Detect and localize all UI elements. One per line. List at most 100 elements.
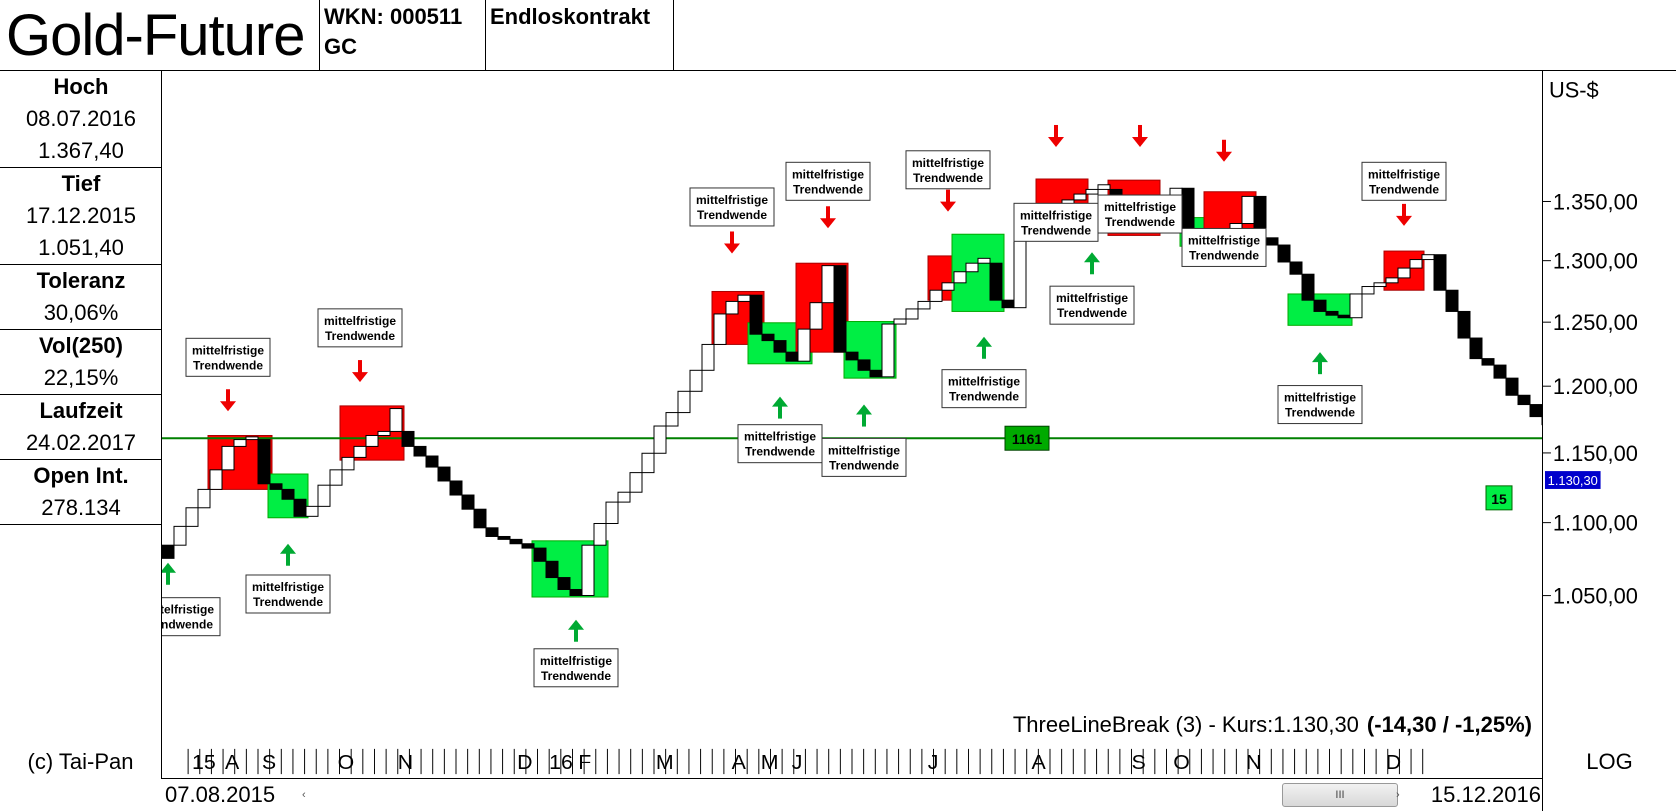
trend-change-label-box — [941, 369, 1027, 409]
down-line — [461, 494, 475, 510]
down-line — [1457, 310, 1471, 339]
instrument-title: Gold-Future — [0, 0, 320, 71]
time-axis: 15 A S O N D 16 F M A M J J A S O N D — [162, 748, 1542, 779]
up-line — [605, 501, 619, 524]
up-line — [1013, 237, 1027, 309]
down-line — [833, 265, 847, 353]
trend-change-label-box — [1097, 194, 1183, 234]
time-axis-label: J — [792, 750, 803, 774]
stat-tolerance: Toleranz 30,06% — [0, 265, 162, 330]
log-scale-toggle[interactable]: LOG — [1542, 745, 1676, 779]
price-chart[interactable]: 1161 mittelfristigeTrendwendemittelfrist… — [162, 71, 1542, 745]
up-line — [689, 369, 703, 392]
scrollbar-track[interactable] — [312, 784, 1282, 806]
trend-change-label: mittelfristige — [1056, 291, 1128, 305]
arrow-down-icon — [946, 189, 950, 204]
up-line — [1409, 259, 1423, 269]
up-line — [1241, 195, 1255, 225]
up-line — [965, 262, 979, 273]
down-line — [1337, 314, 1351, 319]
up-line — [317, 484, 331, 507]
trend-change-label: mittelfristige — [948, 375, 1020, 389]
up-line — [1397, 267, 1411, 279]
stat-high: Hoch 08.07.2016 1.367,40 — [0, 71, 162, 168]
arrow-up-icon — [976, 336, 992, 347]
trend-change-label-box — [317, 308, 403, 348]
trend-change-label: Trendwende — [1369, 182, 1439, 196]
up-line — [221, 445, 235, 471]
arrow-down-icon — [730, 231, 734, 246]
arrow-up-icon — [778, 404, 782, 419]
time-axis-label: O — [1173, 750, 1190, 774]
arrow-up-icon — [982, 344, 986, 359]
axis-tick-label: 1.300,00 — [1553, 249, 1638, 274]
down-line — [1517, 394, 1531, 406]
time-axis-label: S — [262, 750, 276, 774]
up-line — [1361, 286, 1375, 295]
up-line — [365, 435, 379, 447]
down-line — [1505, 377, 1519, 396]
trend-change-label-box — [905, 150, 991, 190]
trend-change-label: Trendwende — [541, 669, 611, 683]
trend-change-label: mittelfristige — [192, 343, 264, 357]
down-line — [1529, 404, 1542, 418]
trend-change-label: mittelfristige — [324, 314, 396, 328]
down-line — [401, 430, 415, 447]
up-line — [1373, 282, 1387, 288]
up-line — [653, 425, 667, 454]
trend-change-label-box — [185, 337, 271, 377]
up-line — [1085, 188, 1099, 195]
up-line — [713, 313, 727, 345]
stat-value: 1.367,40 — [38, 138, 124, 163]
trend-change-label-box — [1277, 385, 1363, 425]
down-line — [257, 439, 271, 485]
stat-value: 278.134 — [41, 495, 121, 520]
reference-label-box — [1004, 425, 1050, 451]
up-line — [953, 271, 967, 284]
stat-value: 24.02.2017 — [25, 430, 137, 455]
trend-change-label: Trendwende — [829, 458, 899, 472]
up-line — [1385, 277, 1399, 284]
up-line — [941, 282, 955, 291]
up-line — [1421, 254, 1435, 261]
down-line — [569, 588, 583, 596]
arrow-down-icon — [1132, 136, 1148, 147]
trend-change-label: Trendwende — [949, 390, 1019, 404]
trend-change-label: mittelfristige — [696, 193, 768, 207]
up-line — [173, 525, 187, 546]
trend-change-label-box — [1013, 202, 1099, 242]
stat-value: 1.051,40 — [38, 235, 124, 260]
trend-change-label: Trendwende — [697, 208, 767, 222]
up-line — [209, 469, 223, 490]
reference-label: 1161 — [1012, 431, 1043, 447]
stat-volatility: Vol(250) 22,15% — [0, 330, 162, 395]
up-line — [341, 456, 355, 471]
scrollbar-thumb[interactable]: III — [1282, 783, 1398, 807]
arrow-down-icon — [1402, 203, 1406, 218]
caption-change: (-14,30 / -1,25%) — [1367, 712, 1532, 737]
up-line — [905, 308, 919, 320]
down-line — [509, 538, 523, 545]
down-line — [785, 351, 799, 362]
up-line — [821, 265, 835, 304]
trend-change-label: mittelfristige — [1020, 208, 1092, 222]
stat-expiry: Laufzeit 24.02.2017 — [0, 395, 162, 460]
down-line — [1265, 237, 1279, 246]
down-line — [773, 340, 787, 353]
arrow-up-icon — [1084, 252, 1100, 263]
down-line — [845, 351, 859, 361]
up-line — [725, 300, 739, 315]
axis-tick-label: 1.250,00 — [1553, 310, 1638, 335]
down-line — [1493, 364, 1507, 379]
time-axis-label: O — [338, 750, 355, 774]
arrow-down-icon — [358, 360, 362, 375]
down-line — [437, 466, 451, 482]
symbol-label: GC — [324, 34, 357, 59]
arrow-up-icon — [772, 396, 788, 407]
scroll-right-arrow-icon[interactable]: › — [1396, 789, 1400, 801]
trend-change-label: Trendwende — [1021, 223, 1091, 237]
down-line — [521, 543, 535, 549]
up-line — [797, 328, 811, 362]
scroll-left-arrow-icon[interactable]: ‹ — [302, 789, 306, 801]
chart-caption: ThreeLineBreak (3) - Kurs:1.130,30 (-14,3… — [1013, 712, 1532, 737]
